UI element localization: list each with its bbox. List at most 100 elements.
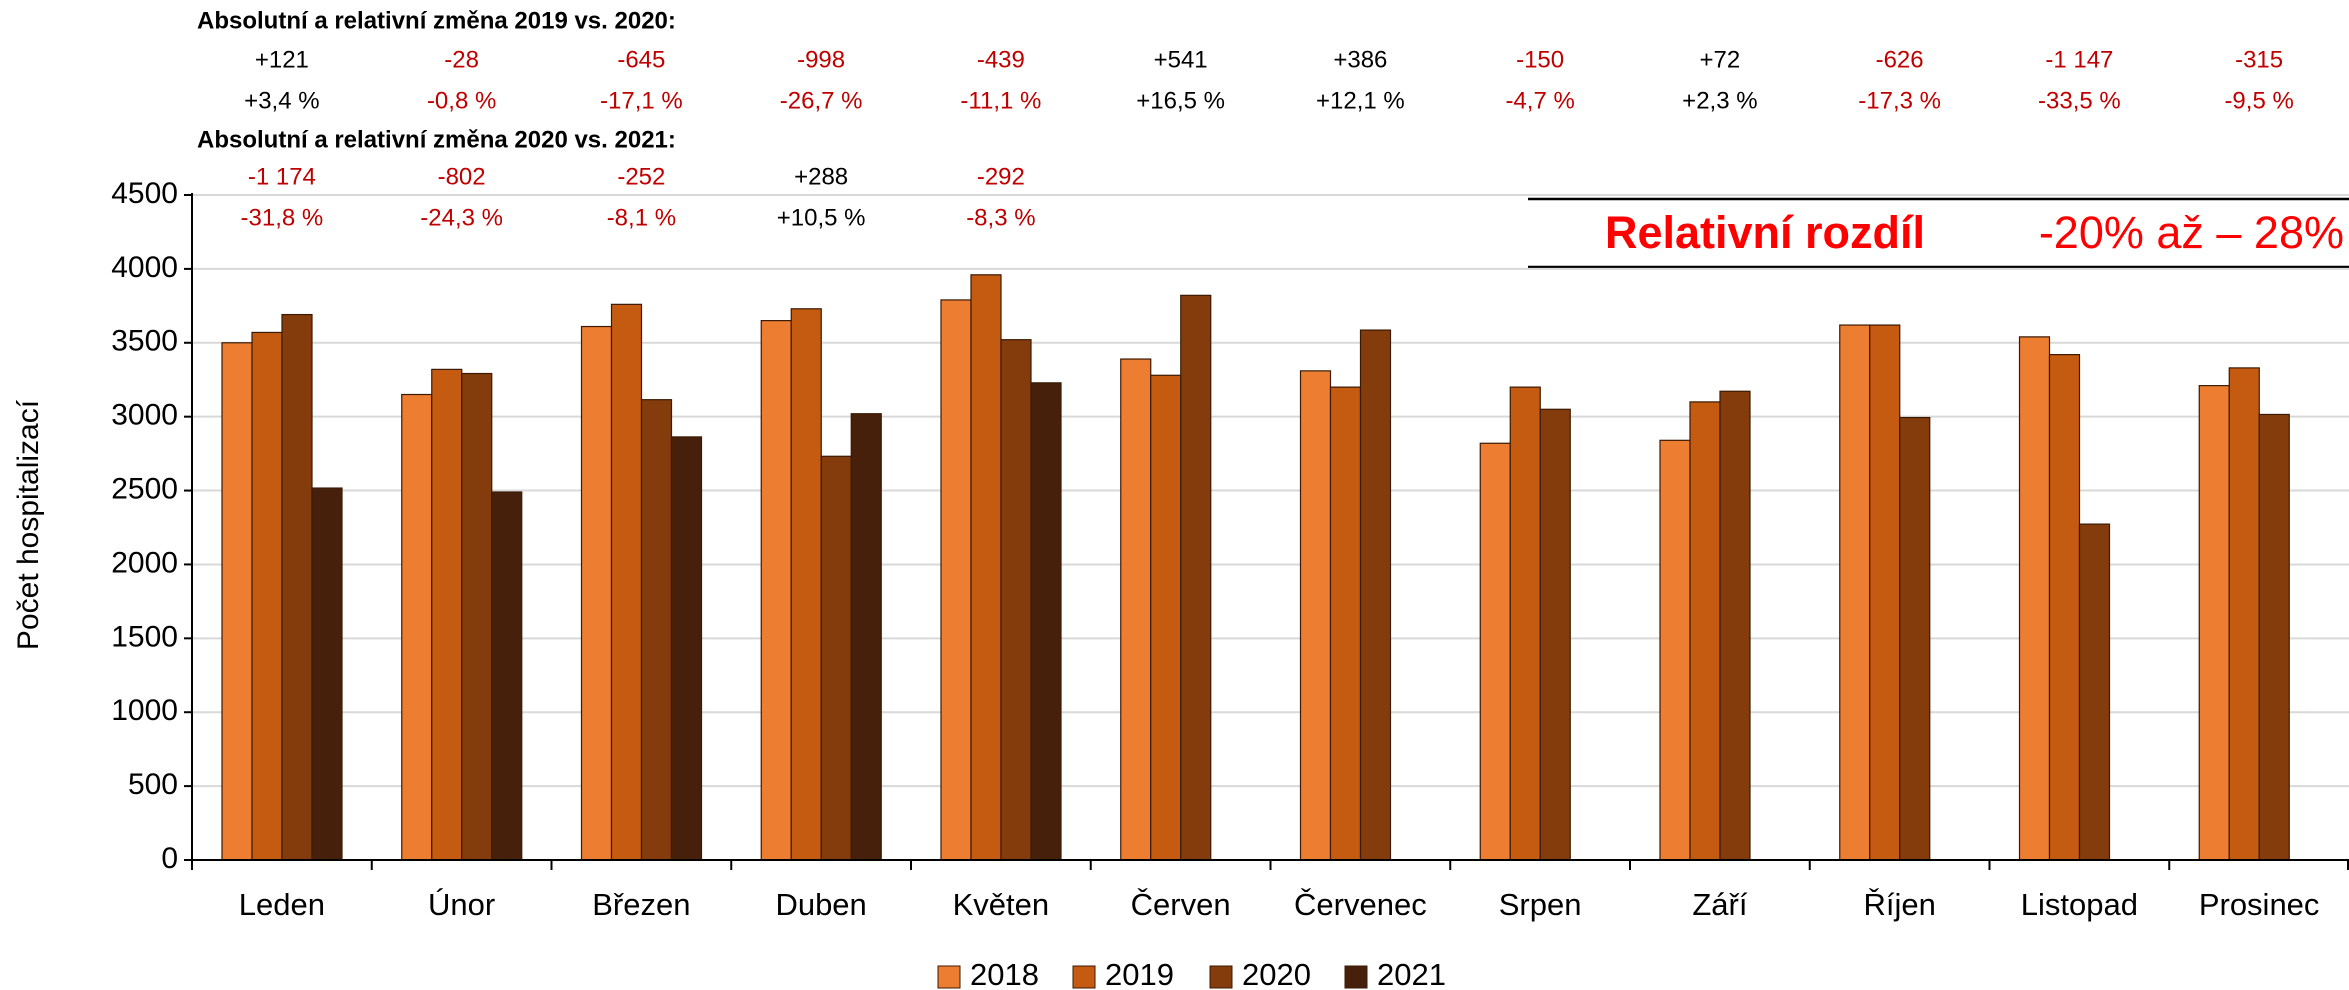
- x-tick-label: Srpen: [1499, 887, 1582, 922]
- comparison-absolute: +288: [794, 163, 848, 190]
- comparison-absolute: +121: [255, 46, 309, 73]
- legend-label: 2019: [1105, 957, 1174, 990]
- bar: [2198, 385, 2230, 861]
- bar: [251, 331, 283, 861]
- comparison-relative: +12,1 %: [1316, 87, 1405, 114]
- comparison-relative: -17,3 %: [1858, 87, 1941, 114]
- x-tick-label: Březen: [592, 887, 690, 922]
- x-tick-label: Únor: [428, 887, 495, 922]
- y-axis-label: Počet hospitalizací: [12, 399, 45, 650]
- comparison-relative: +16,5 %: [1136, 87, 1225, 114]
- comparison-relative: -0,8 %: [427, 87, 496, 114]
- comparison-absolute: -1 174: [248, 163, 316, 190]
- bar: [311, 487, 343, 861]
- bar: [431, 368, 463, 861]
- bar: [1000, 339, 1032, 861]
- y-tick-label: 2500: [111, 472, 178, 505]
- comparison-relative: -8,3 %: [966, 204, 1035, 231]
- comparison-absolute: -998: [797, 46, 845, 73]
- comparison-relative: -8,1 %: [607, 204, 676, 231]
- legend-swatch: [1344, 965, 1368, 989]
- comparison-relative: -9,5 %: [2224, 87, 2293, 114]
- comparison-relative: -31,8 %: [241, 204, 324, 231]
- bar: [1150, 374, 1182, 861]
- bar: [2018, 336, 2051, 861]
- bar: [2228, 367, 2260, 861]
- bar: [2078, 523, 2111, 861]
- bar: [2048, 354, 2081, 861]
- bar: [850, 413, 882, 861]
- comparison-absolute: -28: [444, 46, 479, 73]
- x-tick-label: Prosinec: [2199, 887, 2320, 922]
- bar: [580, 325, 613, 861]
- comparison-relative: +10,5 %: [777, 204, 866, 231]
- comparison-title: Absolutní a relativní změna 2020 vs. 202…: [197, 126, 676, 153]
- x-tick-label: Leden: [239, 887, 325, 922]
- x-tick-label: Listopad: [2021, 887, 2138, 922]
- comparison-absolute: +72: [1700, 46, 1741, 73]
- bar: [1030, 382, 1062, 861]
- banner-range: -20% až – 28%: [2039, 207, 2344, 258]
- bar: [491, 491, 523, 861]
- bar: [2258, 413, 2290, 861]
- comparison-relative: -33,5 %: [2038, 87, 2121, 114]
- bar: [1120, 358, 1152, 861]
- comparison-absolute: -292: [977, 163, 1025, 190]
- comparison-absolute: -645: [617, 46, 665, 73]
- comparison-absolute: -315: [2235, 46, 2283, 73]
- comparison-absolute: -252: [617, 163, 665, 190]
- x-tick-label: Duben: [775, 887, 866, 922]
- legend-swatch: [1072, 965, 1096, 989]
- legend-swatch: [1209, 965, 1233, 989]
- bar: [760, 320, 792, 861]
- comparison-absolute: -626: [1876, 46, 1924, 73]
- comparison-absolute: +541: [1154, 46, 1208, 73]
- bar: [1839, 324, 1871, 861]
- comparison-relative: +3,4 %: [244, 87, 319, 114]
- comparison-absolute: -802: [438, 163, 486, 190]
- y-tick-label: 4000: [111, 251, 178, 284]
- legend-label: 2020: [1242, 957, 1311, 990]
- bar: [610, 303, 643, 861]
- bar: [1689, 401, 1721, 861]
- x-tick-label: Červen: [1131, 887, 1231, 922]
- bar: [1359, 329, 1392, 861]
- bar: [940, 299, 972, 861]
- x-tick-label: Květen: [953, 887, 1050, 922]
- bar: [790, 308, 822, 861]
- comparison-relative: +2,3 %: [1682, 87, 1757, 114]
- y-tick-label: 4500: [111, 177, 178, 210]
- bar: [281, 313, 313, 861]
- bar: [401, 393, 433, 861]
- bar: [970, 274, 1002, 861]
- comparison-relative: -17,1 %: [600, 87, 683, 114]
- bar: [640, 399, 673, 861]
- legend-label: 2018: [970, 957, 1039, 990]
- bar: [461, 372, 493, 861]
- comparison-relative: -4,7 %: [1505, 87, 1574, 114]
- bar: [221, 342, 253, 861]
- comparison-absolute: -150: [1516, 46, 1564, 73]
- bar: [820, 455, 852, 861]
- y-tick-label: 500: [128, 768, 178, 801]
- banner-label: Relativní rozdíl: [1605, 207, 1925, 258]
- comparison-relative: -24,3 %: [420, 204, 503, 231]
- bar: [1539, 408, 1571, 861]
- legend-swatch: [937, 965, 961, 989]
- bar: [1479, 442, 1511, 861]
- comparison-relative: -26,7 %: [780, 87, 863, 114]
- bar: [1659, 439, 1691, 861]
- bar: [1180, 294, 1212, 861]
- x-tick-label: Červenec: [1294, 887, 1427, 922]
- comparison-absolute: +386: [1333, 46, 1387, 73]
- bar: [1869, 324, 1901, 861]
- y-tick-label: 1500: [111, 620, 178, 653]
- comparison-absolute: -439: [977, 46, 1025, 73]
- y-tick-label: 2000: [111, 546, 178, 579]
- x-tick-label: Říjen: [1863, 887, 1935, 922]
- bar: [1509, 386, 1541, 861]
- bar: [1329, 386, 1362, 861]
- legend-label: 2021: [1377, 957, 1446, 990]
- comparison-title: Absolutní a relativní změna 2019 vs. 202…: [197, 7, 676, 34]
